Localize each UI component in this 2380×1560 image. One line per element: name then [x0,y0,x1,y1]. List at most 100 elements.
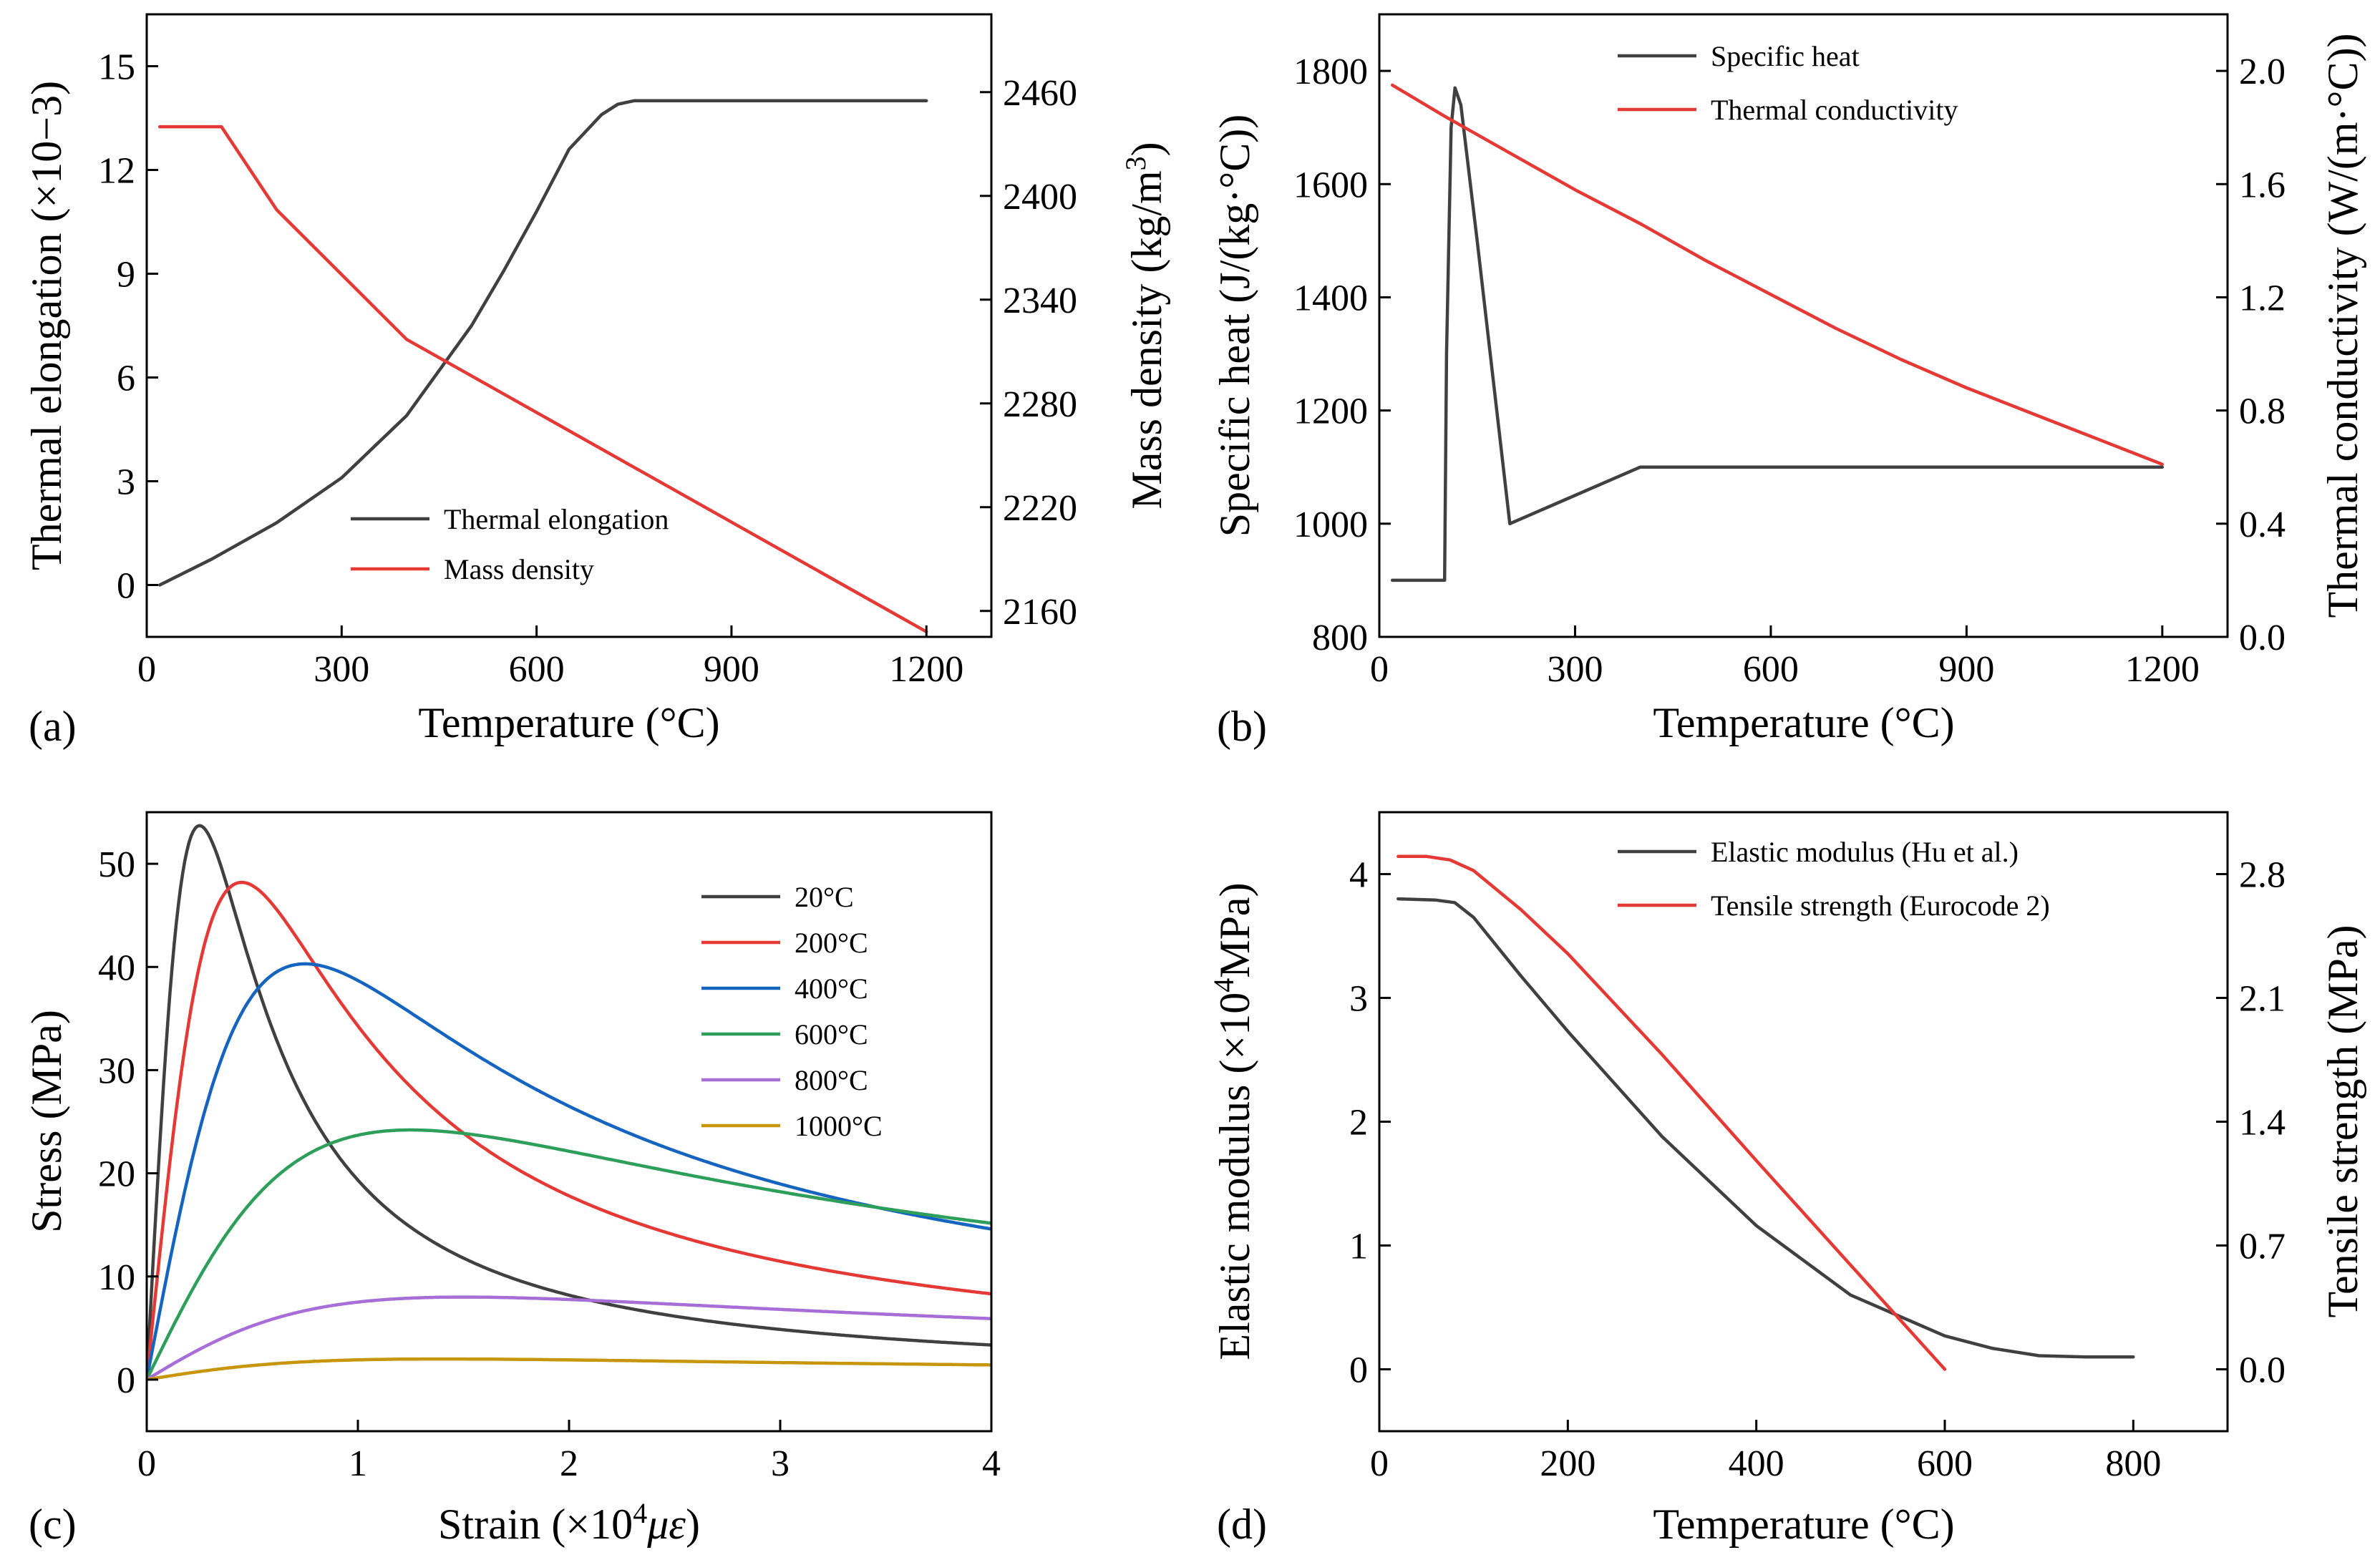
panel-d-xtick-label-1: 200 [1540,1443,1595,1484]
panel-b-xtick-label-0: 0 [1370,649,1389,690]
panel-d-y2tick-label-1: 0.7 [2239,1227,2286,1267]
panel-a-ticks: 0 300 600 900 1200 0 3 6 9 12 15 2160 2220 2280 2340 24… [98,47,1077,691]
panel-a-legend-label-0: Thermal elongation [444,503,669,535]
panel-a-y2tick-label-1: 2220 [1003,488,1077,529]
panel-a-y2tick-label-2: 2280 [1003,384,1077,425]
panel-c-xlabel-sup: 4 [633,1497,647,1529]
panel-a-frame [145,13,993,638]
panel-c-ylabel: Stress (MPa) [23,1010,70,1233]
panel-a-xtick-label-3: 900 [704,649,759,690]
panel-b-legend: Specific heat Thermal conductivity [1618,40,1958,126]
panel-c-series-0-line [147,824,991,1382]
panel-a-xtick-label-4: 1200 [889,649,963,690]
panel-a-legend-label-1: Mass density [444,553,594,585]
panel-d-ytick-label-2: 2 [1349,1103,1368,1144]
panel-b-xtick-label-3: 900 [1938,649,1994,690]
panel-a-ytick-label-3: 9 [117,255,135,296]
panel-d-ytick-label-4: 4 [1349,855,1368,896]
panel-c-legend-label-5: 1000°C [795,1110,883,1142]
panel-d-y2tick-label-4: 2.8 [2239,855,2286,896]
panel-a-series-1-line [157,125,928,634]
panel-a-y2tick-label-5: 2460 [1003,73,1077,114]
panel-b-y2label: Thermal conductivity (W/(m·°C)) [2319,33,2366,618]
panel-a-xtick-label-1: 300 [314,649,369,690]
panel-b-plot-area [1390,83,2165,582]
panel-b-legend-label-1: Thermal conductivity [1711,94,1958,126]
panel-b-y2tick-label-0: 0.0 [2239,618,2286,658]
panel-c-series-4-line [147,1295,991,1382]
panel-b-xtick-label-2: 600 [1743,649,1799,690]
panel-b-tag: (b) [1217,703,1267,750]
panel-b-ytick-label-4: 1600 [1293,165,1368,205]
panel-b-xlabel: Temperature (°C) [1653,699,1954,746]
panel-d-y2tick-label-2: 1.4 [2239,1103,2286,1144]
panel-a-y2label: Mass density (kg/m3) [1119,142,1170,509]
panel-c-plot-area [147,824,991,1382]
panel-b-y2tick-label-4: 1.6 [2239,165,2286,205]
panel-c-xlabel-unit: με [646,1501,686,1548]
panel-a-plot-area [157,99,928,634]
panel-d-legend: Elastic modulus (Hu et al.) Tensile stren… [1618,836,2050,922]
panel-c-series-3-line [147,1128,991,1382]
panel-a-y2label-sup: 3 [1119,156,1152,170]
panel-a-y2label-end: ) [1123,142,1170,156]
panel-c-xlabel-end: ) [686,1501,700,1548]
panel-a-y2tick-label-3: 2340 [1003,281,1077,321]
panel-c-legend: 20°C 200°C 400°C 600°C 800°C 1000°C [701,881,883,1142]
panel-d-series-1-line [1397,854,1947,1371]
panel-d-y2tick-label-3: 2.1 [2239,979,2286,1020]
panel-d-tag: (d) [1217,1501,1267,1548]
panel-b-y2tick-label-5: 2.0 [2239,52,2286,92]
panel-d-plot-area [1397,854,2135,1371]
panel-d-ylabel-sup: 4 [1208,978,1240,993]
panel-d-series-0-line [1397,897,2135,1359]
panel-d-y2tick-label-0: 0.0 [2239,1350,2286,1391]
panel-c-series-5-line [147,1357,991,1382]
panel-d-ylabel-end: MPa) [1211,882,1258,978]
panel-c-ytick-label-2: 20 [98,1154,135,1195]
panel-c-ytick-label-4: 40 [98,947,135,988]
panel-b-ytick-label-2: 1200 [1293,391,1368,432]
panel-a-ytick-label-0: 0 [117,566,135,607]
panel-a-ytick-label-1: 3 [117,462,135,503]
panel-b-ytick-label-3: 1400 [1293,278,1368,318]
panel-d-xtick-label-0: 0 [1370,1443,1389,1484]
panel-b-ytick-label-1: 1000 [1293,504,1368,545]
panel-c-ytick-label-3: 30 [98,1050,135,1091]
panel-b-ticks: 0 300 600 900 1200 800 1000 1200 1400 1600 1800 0.0… [1293,52,2286,690]
panel-c-xtick-label-2: 2 [560,1443,578,1484]
panel-b-legend-label-0: Specific heat [1711,40,1860,72]
panel-d-ticks: 0 200 400 600 800 0 1 2 3 4 0.0 0.7 1.4 2.1 2.8 [1349,855,2286,1485]
panel-c-legend-label-2: 400°C [795,972,868,1005]
panel-d-xlabel: Temperature (°C) [1653,1501,1954,1548]
panel-c-ytick-label-0: 0 [117,1360,135,1401]
panel-a-series-0-line [157,99,928,587]
panel-c-legend-label-1: 200°C [795,927,868,959]
panel-b-xtick-label-4: 1200 [2125,649,2200,690]
panel-b-ylabel: Specific heat (J/(kg·°C)) [1211,114,1258,537]
panel-a-tag: (a) [29,703,77,750]
panel-d-legend-label-0: Elastic modulus (Hu et al.) [1711,836,2019,868]
panel-c-legend-label-3: 600°C [795,1018,868,1050]
panel-d-ylabel: Elastic modulus (×104MPa) [1208,882,1258,1360]
panel-b-xtick-label-1: 300 [1547,649,1603,690]
panel-c-xlabel-main: Strain (×10 [438,1501,633,1548]
panel-a-ytick-label-2: 6 [117,359,135,399]
panel-b-y2tick-label-1: 0.4 [2239,504,2286,545]
panel-b-ytick-label-0: 800 [1312,618,1368,658]
panel-c-legend-label-0: 20°C [795,881,854,913]
panel-d-y2label: Tensile strength (MPa) [2319,925,2366,1317]
panel-a-ylabel: Thermal elongation (×10−3) [23,81,70,570]
panel-a-ytick-label-4: 12 [98,151,135,192]
panel-a-y2label-main: Mass density (kg/m [1123,170,1170,509]
panel-d-xtick-label-3: 600 [1917,1443,1973,1484]
panel-c-series-1-line [147,880,991,1382]
panel-a: 0 300 600 900 1200 0 3 6 9 12 15 2160 2220 2280 2340 24… [23,13,1170,750]
panel-b-series-1-line [1390,83,2165,467]
panel-b-y2tick-label-2: 0.8 [2239,391,2286,432]
panel-c-xtick-label-0: 0 [137,1443,156,1484]
panel-b: 0 300 600 900 1200 800 1000 1200 1400 1600 1800 0.0… [1211,13,2366,750]
panel-c-ytick-label-5: 50 [98,844,135,885]
